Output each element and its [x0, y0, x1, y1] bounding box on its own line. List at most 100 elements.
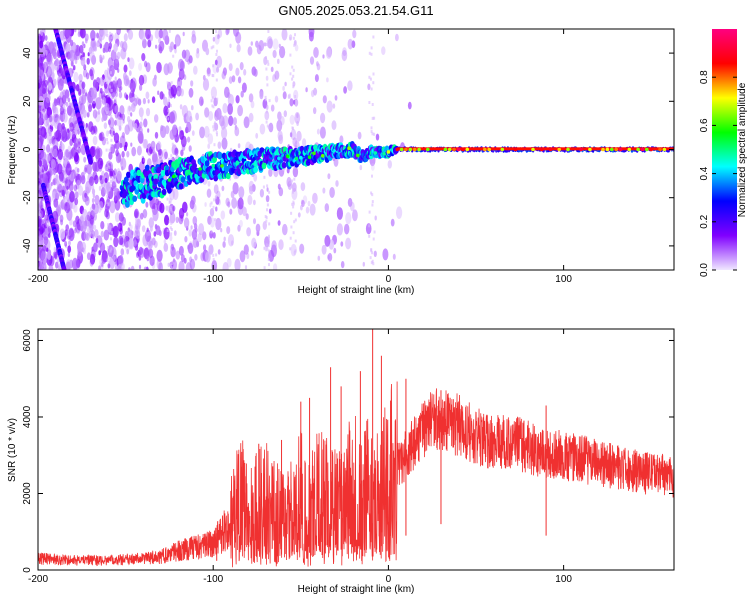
noise-cell: [164, 214, 170, 226]
signal-peak: [167, 178, 172, 182]
noise-cell: [47, 225, 52, 234]
noise-cell: [38, 215, 42, 227]
noise-cell: [237, 104, 244, 117]
noise-cell: [367, 83, 371, 91]
noise-streak: [372, 262, 375, 266]
noise-cell: [264, 244, 268, 252]
noise-streak: [294, 95, 297, 98]
noise-cell: [133, 239, 138, 247]
noise-cell: [91, 197, 95, 204]
spectrogram-y-tick-label: 40: [22, 47, 33, 59]
noise-streak: [110, 202, 113, 206]
noise-cell: [85, 38, 88, 44]
noise-cell: [103, 122, 108, 129]
noise-cell: [237, 76, 242, 84]
noise-cell: [148, 240, 153, 250]
noise-cell: [82, 109, 87, 119]
noise-cell: [118, 212, 124, 222]
noise-cell: [39, 53, 45, 63]
noise-cell: [108, 117, 115, 129]
noise-cell: [237, 197, 244, 210]
noise-cell: [147, 128, 150, 133]
noise-cell: [58, 171, 64, 182]
noise-cell: [183, 257, 187, 264]
noise-cell: [140, 116, 143, 121]
noise-streak: [371, 193, 374, 197]
noise-cell: [128, 238, 135, 250]
noise-streak: [109, 249, 112, 253]
noise-streak: [212, 205, 215, 209]
signal-peak: [601, 147, 605, 152]
noise-cell: [100, 160, 103, 166]
noise-cell: [396, 206, 403, 219]
noise-streak: [291, 184, 294, 188]
noise-cell: [192, 216, 198, 226]
noise-cell: [38, 235, 44, 248]
noise-cell: [92, 109, 98, 119]
noise-cell: [344, 223, 350, 235]
noise-cell: [274, 70, 280, 80]
signal-peak: [614, 147, 618, 152]
noise-cell: [232, 117, 237, 126]
noise-cell: [282, 85, 285, 91]
noise-cell: [143, 118, 148, 128]
noise-streak: [106, 191, 109, 195]
noise-cell: [205, 47, 210, 56]
noise-streak: [368, 234, 371, 238]
noise-cell: [77, 88, 82, 96]
signal-cell: [138, 183, 144, 190]
noise-cell: [207, 143, 211, 149]
noise-cell: [121, 151, 125, 158]
noise-cell: [154, 74, 157, 81]
noise-streak: [107, 203, 110, 207]
noise-cell: [53, 198, 59, 208]
noise-cell: [175, 216, 179, 223]
noise-cell: [221, 126, 228, 140]
snr-x-tick-label: 0: [386, 574, 392, 585]
noise-cell: [149, 255, 155, 267]
noise-cell: [128, 221, 131, 227]
noise-cell: [67, 245, 72, 253]
noise-cell: [102, 74, 105, 81]
noise-cell: [46, 251, 51, 260]
noise-cell: [142, 97, 146, 105]
noise-cell: [102, 44, 107, 53]
noise-cell: [48, 183, 52, 190]
noise-streak: [107, 94, 110, 98]
noise-streak: [289, 37, 292, 41]
noise-cell: [77, 147, 81, 154]
noise-cell: [59, 77, 64, 87]
noise-cell: [296, 121, 299, 126]
noise-cell: [80, 56, 86, 67]
noise-streak: [294, 249, 297, 253]
noise-cell: [92, 79, 98, 89]
noise-cell: [235, 31, 242, 44]
noise-cell: [40, 150, 45, 158]
noise-cell: [115, 149, 119, 157]
snr-x-label: Height of straight line (km): [298, 584, 415, 595]
noise-cell: [326, 77, 329, 83]
noise-streak: [291, 65, 294, 69]
noise-cell: [152, 153, 159, 166]
signal-peak: [531, 147, 535, 152]
noise-streak: [368, 210, 371, 214]
noise-streak: [292, 200, 295, 204]
noise-cell: [78, 73, 83, 83]
noise-cell: [40, 126, 47, 138]
noise-cell: [136, 218, 142, 228]
noise-cell: [55, 58, 59, 67]
noise-cell: [114, 212, 120, 223]
noise-cell: [60, 143, 65, 151]
signal-cell: [125, 171, 131, 178]
noise-cell: [255, 132, 259, 139]
noise-streak: [107, 164, 110, 168]
noise-cell: [329, 187, 335, 198]
noise-cell: [191, 30, 196, 38]
noise-cell: [107, 161, 114, 173]
noise-cell: [138, 74, 145, 86]
noise-streak: [293, 177, 296, 181]
noise-cell: [382, 248, 389, 261]
signal-peak: [382, 151, 386, 156]
noise-cell: [179, 60, 185, 71]
